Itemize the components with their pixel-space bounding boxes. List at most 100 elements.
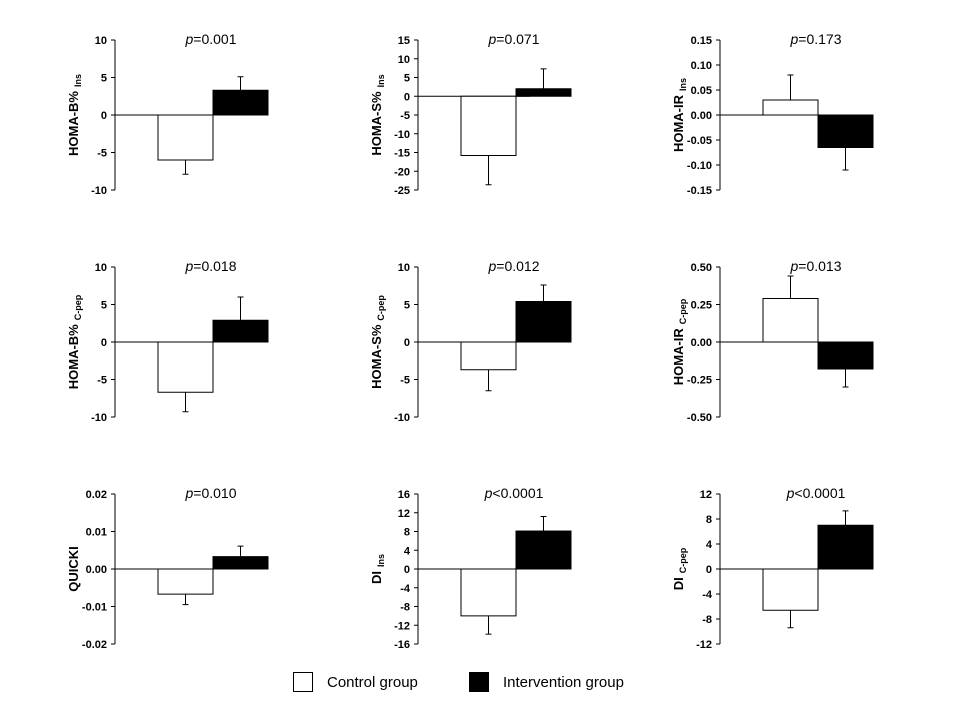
chart-panel-9: 12 8 4 0 -4 -8 -12 p<0.0001 DIC-pep [671,485,874,651]
y-tick-label: 8 [404,527,410,539]
y-axis-label: DIC-pep [671,547,688,590]
chart-panel-3: 0.15 0.10 0.05 0.00 -0.05 -0.10 -0.15 p=0.173 HO… [671,31,874,197]
y-tick-label: 8 [706,514,712,526]
y-tick-label: -12 [696,639,712,651]
y-tick-label: -5 [97,148,107,160]
bar-control [157,114,214,161]
p-value-label: p=0.018 [184,258,236,274]
y-axis-label: DIIns [369,554,386,584]
y-tick-label: -10 [91,412,107,424]
y-axis-label: HOMA-S%C-pep [369,295,386,389]
y-tick-label: -4 [702,589,713,601]
chart-panel-5: 10 5 0 -5 -10 p=0.012 HOMA-S%C-pep [369,258,572,424]
y-tick-label: 0 [404,91,410,103]
y-tick-label: 0 [404,337,410,349]
legend-item-control: Control group [293,672,418,692]
y-tick-label: 10 [95,262,107,274]
y-tick-label: 15 [398,35,410,47]
legend: Control group Intervention group [0,672,960,704]
y-tick-label: -5 [400,110,410,122]
bar-intervention [515,301,572,343]
p-value-label: p<0.0001 [786,485,846,501]
y-tick-label: 0 [404,564,410,576]
p-value-label: p=0.013 [789,258,841,274]
chart-panel-2: 15 10 5 0 -5 -10 -15 -20 -25 p=0.071 HOMA-S%Ins [369,31,572,197]
bar-control [157,341,214,393]
y-tick-label: 5 [404,73,410,85]
y-tick-label: -20 [394,166,410,178]
bar-intervention [515,530,572,570]
y-tick-label: 10 [95,35,107,47]
chart-panel-4: 10 5 0 -5 -10 p=0.018 HOMA-B%C-pep [66,258,269,424]
y-tick-label: 0.50 [691,262,712,274]
y-tick-label: -4 [400,583,411,595]
y-tick-label: 0.01 [86,527,107,539]
p-value-label: p=0.012 [487,258,539,274]
y-tick-label: 0.05 [691,85,712,97]
control-swatch [293,672,313,692]
y-tick-label: 0 [101,337,107,349]
y-axis-label: QUICKI [66,546,81,592]
y-tick-label: 0.15 [691,35,712,47]
y-tick-label: -0.15 [687,185,712,197]
y-axis-label: HOMA-B%Ins [66,74,83,156]
y-tick-label: -5 [400,375,410,387]
bar-control [460,568,517,617]
y-axis-label: HOMA-IRC-pep [671,298,688,385]
y-tick-label: 12 [700,489,712,501]
p-value-label: p=0.010 [184,485,236,501]
legend-label-intervention: Intervention group [503,673,624,691]
y-tick-label: 12 [398,508,410,520]
y-tick-label: 5 [101,73,107,85]
y-tick-label: 4 [706,539,713,551]
chart-panel-8: 16 12 8 4 0 -4 -8 -12 -16 p<0.0001 DIIns [369,485,572,651]
y-tick-label: -16 [394,639,410,651]
y-tick-label: -25 [394,185,410,197]
p-value-label: p=0.071 [487,31,539,47]
bar-control [157,568,214,595]
chart-panel-7: 0.02 0.01 0.00 -0.01 -0.02 p=0.010 QUICKI [66,485,269,651]
bar-intervention [212,319,269,343]
p-value-label: p=0.173 [789,31,841,47]
bar-control [762,298,819,343]
y-axis-label: HOMA-S%Ins [369,74,386,155]
y-tick-label: -0.01 [82,602,107,614]
y-tick-label: 0 [101,110,107,122]
y-tick-label: -0.05 [687,135,712,147]
y-tick-label: 16 [398,489,410,501]
y-tick-label: 0.00 [86,564,107,576]
bar-intervention [817,341,874,370]
y-tick-label: 10 [398,262,410,274]
y-tick-label: -10 [91,185,107,197]
y-tick-label: 4 [404,545,411,557]
y-tick-label: -12 [394,620,410,632]
bar-intervention [817,114,874,148]
y-tick-label: -10 [394,412,410,424]
bar-control [460,95,517,156]
y-tick-label: 0.25 [691,300,712,312]
legend-label-control: Control group [327,673,418,691]
chart-panel-1: 10 5 0 -5 -10 p=0.001 HOMA-B%Ins [66,31,269,197]
y-tick-label: 0.00 [691,337,712,349]
bar-control [762,99,819,116]
y-tick-label: -10 [394,129,410,141]
chart-panel-6: 0.50 0.25 0.00 -0.25 -0.50 p=0.013 HOMA-IRC-pe… [671,258,874,424]
y-tick-label: -0.02 [82,639,107,651]
y-tick-label: 0.02 [86,489,107,501]
p-value-label: p<0.0001 [484,485,544,501]
y-tick-label: -0.10 [687,160,712,172]
bar-intervention [515,88,572,97]
y-tick-label: 0.10 [691,60,712,72]
p-value-label: p=0.001 [184,31,236,47]
y-tick-label: -8 [400,602,410,614]
y-axis-label: HOMA-IRIns [671,78,688,152]
bar-intervention [817,524,874,570]
y-axis-label: HOMA-B%C-pep [66,294,83,389]
bar-control [460,341,517,371]
bar-intervention [212,556,269,570]
bar-intervention [212,89,269,116]
y-tick-label: 10 [398,54,410,66]
legend-item-intervention: Intervention group [469,672,624,692]
y-tick-label: -0.50 [687,412,712,424]
